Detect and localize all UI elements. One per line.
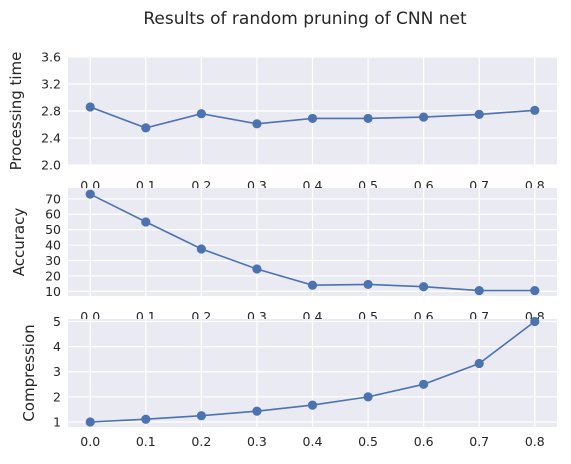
subplot-3: 0.0 0.1 0.2 0.3 0.4 0.5 0.6 0.7 0.8 1 2 3 4 5 Compress… (20, 314, 557, 449)
data-point (363, 392, 373, 402)
y-tick-label: 2.4 (41, 131, 61, 146)
data-point (419, 282, 429, 292)
data-point (196, 244, 206, 254)
figure-title: Results of random pruning of CNN net (143, 9, 467, 29)
data-point (307, 400, 318, 410)
data-point (252, 406, 262, 416)
y-tick-label: 70 (45, 191, 61, 206)
x-tick-label: 0.4 (303, 434, 323, 449)
y-tick-label: 3.6 (41, 50, 61, 65)
data-point (474, 358, 484, 369)
subplot-1: 0.0 0.1 0.2 0.3 0.4 0.5 0.6 0.7 0.82.02.42.83.23… (7, 50, 557, 193)
y-tick-label: 20 (45, 268, 61, 283)
y-tick-label: 5 (53, 314, 61, 329)
data-point (419, 112, 429, 122)
y-tick-label: 30 (45, 253, 61, 268)
y-tick-label: 60 (45, 207, 61, 222)
data-point (363, 113, 373, 124)
y-tick-label: 50 (45, 222, 61, 237)
y-tick-label: 2 (53, 389, 61, 404)
data-point (141, 414, 151, 424)
data-point (474, 286, 484, 296)
x-tick-label: 0.6 (414, 434, 434, 449)
y-tick-label: 4 (53, 339, 61, 354)
x-tick-label: 0.0 (80, 434, 100, 449)
data-point (141, 217, 151, 227)
x-tick-label: 0.1 (136, 434, 156, 449)
data-point (363, 279, 373, 290)
data-point (307, 113, 318, 124)
data-point (85, 417, 95, 427)
x-tick-label: 0.7 (469, 434, 489, 449)
data-point (141, 123, 151, 133)
y-axis-label: Compression (20, 324, 38, 421)
x-tick-label: 0.2 (191, 434, 211, 449)
y-tick-label: 3 (53, 364, 61, 379)
x-tick-label: 0.8 (525, 434, 545, 449)
data-point (252, 264, 262, 274)
y-axis-label: Processing time (7, 52, 25, 171)
y-tick-label: 10 (45, 284, 61, 299)
data-point (85, 102, 95, 112)
data-point (419, 379, 429, 389)
data-point (196, 109, 206, 119)
subplot-2: 0.0 0.1 0.2 0.3 0.4 0.5 0.6 0.7 0.81020304050607… (10, 188, 557, 324)
data-point (85, 189, 95, 199)
y-tick-label: 40 (45, 238, 61, 253)
data-point (307, 280, 318, 290)
data-point (474, 109, 484, 119)
y-tick-label: 1 (53, 414, 61, 429)
y-tick-label: 3.2 (41, 77, 61, 92)
data-point (196, 411, 206, 421)
x-tick-label: 0.3 (247, 434, 267, 449)
data-point (252, 119, 262, 129)
data-point (530, 105, 540, 115)
y-tick-label: 2.0 (41, 158, 61, 173)
y-axis-label: Accuracy (10, 208, 28, 277)
y-tick-label: 2.8 (41, 104, 61, 119)
data-point (530, 316, 540, 327)
x-tick-label: 0.5 (358, 434, 378, 449)
data-point (530, 286, 540, 296)
